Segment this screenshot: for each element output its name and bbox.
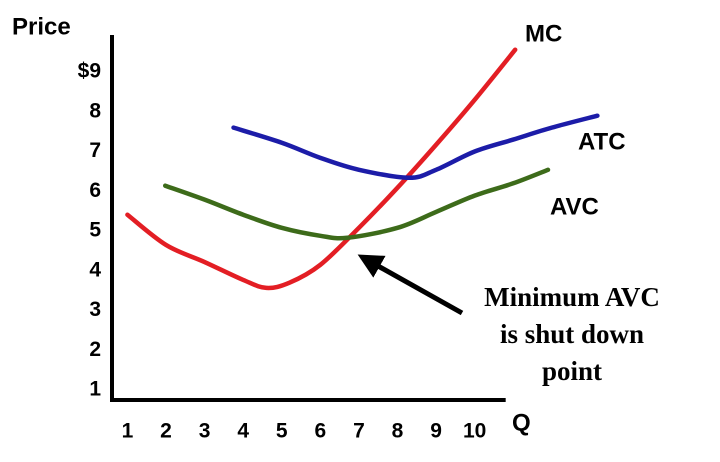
- line: [162, 167, 551, 241]
- x-tick-label: 8: [392, 420, 404, 443]
- x-tick-label: 4: [237, 420, 249, 443]
- y-tick-label: 8: [89, 99, 101, 122]
- y-tick-label: 6: [89, 179, 101, 202]
- x-tick-label: 7: [353, 420, 365, 443]
- y-tick-label: $9: [78, 60, 101, 83]
- x-tick-label: 1: [122, 420, 134, 443]
- x-tick-label: 3: [199, 420, 211, 443]
- annotation: point: [542, 356, 602, 386]
- line: [125, 47, 518, 291]
- line: [231, 113, 600, 180]
- x-tick-label: 9: [430, 420, 442, 443]
- y-tick-label: 4: [89, 258, 101, 281]
- y-tick-label: 2: [89, 338, 101, 361]
- legend-label: MC: [525, 20, 562, 47]
- x-tick-label: 6: [315, 420, 327, 443]
- x-tick-label: 2: [160, 420, 172, 443]
- x-axis-label: Q: [512, 409, 531, 436]
- y-tick-label: 3: [89, 298, 101, 321]
- x-tick-label: 10: [463, 420, 486, 443]
- y-tick-label: 7: [89, 139, 101, 162]
- y-tick-label: 5: [89, 219, 101, 242]
- annotation: is shut down: [500, 319, 644, 349]
- legend-label: ATC: [578, 128, 626, 155]
- annotation-arrow: [357, 254, 464, 316]
- x-tick-label: 5: [276, 420, 288, 443]
- annotation: Minimum AVC: [484, 282, 660, 312]
- y-axis-label: Price: [12, 13, 71, 40]
- legend-label: AVC: [550, 193, 599, 220]
- y-tick-label: 1: [89, 378, 101, 401]
